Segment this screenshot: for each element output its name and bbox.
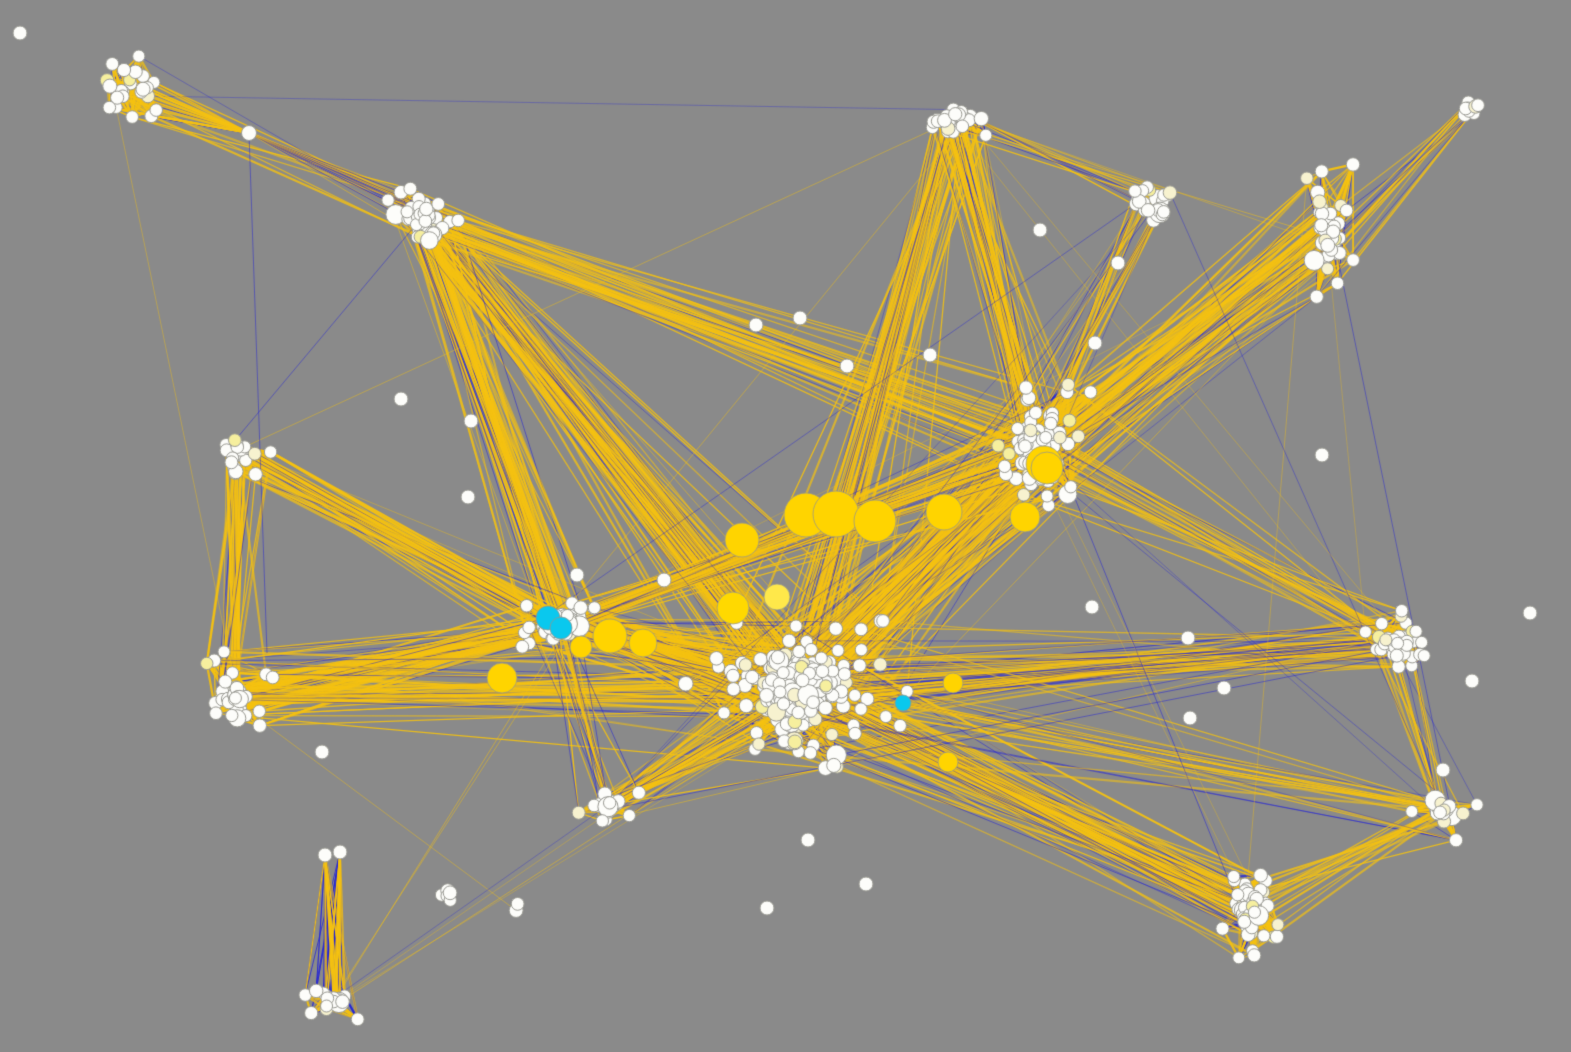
network-graph-visualization (0, 0, 1571, 1052)
graph-canvas[interactable] (0, 0, 1571, 1052)
